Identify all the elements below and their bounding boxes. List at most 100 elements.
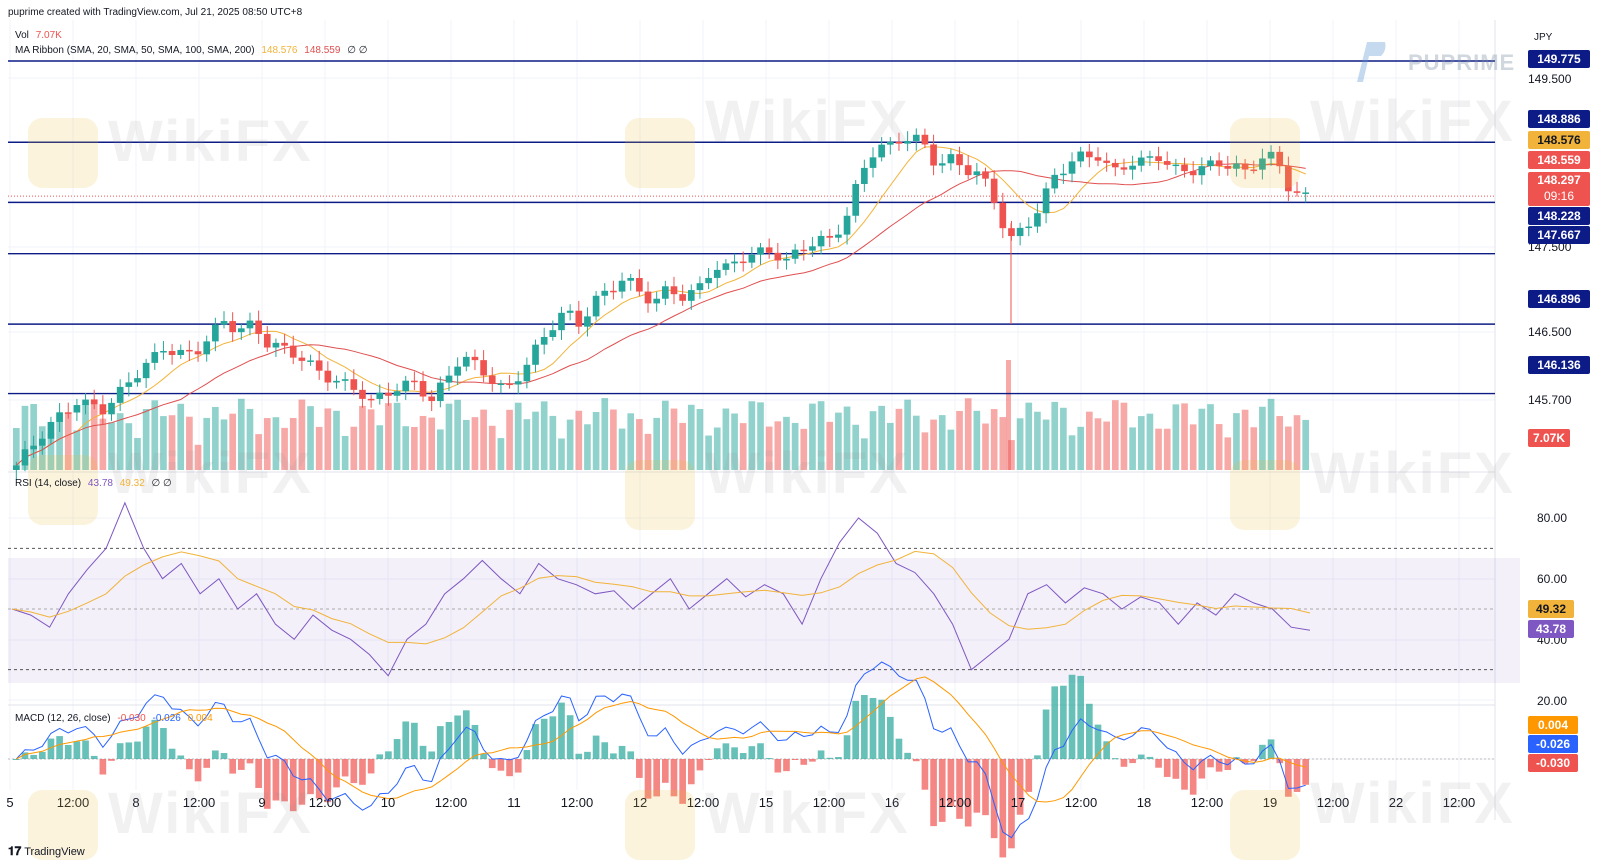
- volume-bar: [419, 415, 427, 470]
- tradingview-logo[interactable]: 𝟏𝟕 TradingView: [8, 844, 85, 858]
- candle: [298, 357, 306, 361]
- macd-histogram-bar: [999, 759, 1007, 858]
- candle: [1137, 157, 1145, 166]
- rsi-legend[interactable]: RSI (14, close) 43.78 49.32 ∅ ∅: [15, 478, 176, 489]
- candle: [765, 247, 773, 253]
- candle: [947, 154, 955, 164]
- candle: [912, 134, 920, 141]
- volume-bar: [488, 425, 496, 470]
- macd-histogram-bar: [644, 759, 652, 799]
- macd-histogram-bar: [21, 752, 29, 759]
- volume-price-label: 7.07K: [1528, 429, 1570, 447]
- time-tick: 12:00: [687, 795, 720, 810]
- macd-histogram-bar: [514, 759, 522, 773]
- volume-bar: [385, 403, 392, 470]
- candle: [601, 290, 609, 296]
- candle: [506, 383, 513, 386]
- volume-bar: [964, 398, 972, 470]
- time-tick: 12:00: [1191, 795, 1224, 810]
- volume-bar: [64, 412, 72, 470]
- rsi-signal-line: [11, 550, 1311, 645]
- candle: [437, 382, 444, 402]
- ma-ribbon-legend[interactable]: MA Ribbon (SMA, 20, SMA, 50, SMA, 100, S…: [15, 45, 371, 56]
- candle: [1051, 174, 1059, 189]
- macd-histogram-bar: [64, 744, 72, 759]
- volume-bar: [90, 399, 98, 470]
- candle: [462, 356, 470, 367]
- macd-histogram-bar: [376, 754, 384, 759]
- volume-bar: [402, 426, 410, 470]
- volume-bar: [341, 435, 349, 470]
- candle: [886, 141, 894, 145]
- time-tick: 16: [885, 795, 899, 810]
- macd-histogram-bar: [263, 759, 271, 809]
- macd-histogram-bar: [255, 759, 262, 788]
- macd-histogram-bar: [705, 759, 712, 760]
- macd-histogram-bar: [679, 759, 686, 804]
- macd-legend[interactable]: MACD (12, 26, close) -0.030 -0.026 0.004: [15, 713, 217, 724]
- volume-bar: [497, 438, 505, 470]
- volume-bar: [886, 422, 894, 470]
- macd-histogram-bar: [817, 750, 825, 759]
- candle: [999, 202, 1007, 229]
- candle: [610, 290, 617, 293]
- candle: [315, 360, 323, 371]
- macd-histogram-bar: [532, 724, 539, 759]
- volume-bar: [765, 426, 773, 470]
- volume-bar: [1137, 416, 1145, 470]
- volume-bar: [1034, 411, 1041, 470]
- rsi-tick: 20.00: [1537, 694, 1568, 708]
- candle: [488, 375, 496, 384]
- macd-histogram-bar: [1137, 754, 1145, 759]
- candle: [419, 381, 427, 397]
- volume-bar: [895, 408, 903, 470]
- candle: [938, 163, 946, 166]
- volume-bar: [411, 426, 418, 470]
- macd-histogram-bar: [540, 718, 548, 759]
- candle: [272, 342, 280, 348]
- volume-bar: [1146, 413, 1154, 470]
- volume-bar: [731, 413, 738, 470]
- candle: [636, 277, 643, 292]
- volume-bar: [177, 403, 185, 470]
- macd-histogram-bar: [713, 748, 721, 759]
- candle: [1259, 158, 1266, 170]
- candle: [739, 261, 747, 264]
- macd-histogram-bar: [367, 759, 375, 774]
- volume-bar: [757, 402, 764, 470]
- puprime-logo-icon: [1357, 42, 1386, 82]
- volume-bar: [636, 419, 643, 470]
- candle: [1267, 151, 1275, 159]
- candle: [835, 234, 842, 238]
- macd-histogram-bar: [82, 740, 89, 759]
- candle: [1189, 171, 1197, 176]
- candle: [627, 277, 635, 281]
- candle: [558, 312, 565, 331]
- candle: [722, 263, 730, 270]
- volume-bar: [791, 422, 799, 470]
- candle: [1025, 226, 1033, 229]
- level-label: 147.667: [1528, 226, 1590, 244]
- volume-bar: [722, 408, 730, 470]
- macd-histogram-bar: [584, 751, 591, 759]
- candle: [134, 378, 141, 383]
- volume-bar: [359, 405, 366, 470]
- volume-bar: [289, 417, 297, 470]
- volume-bar: [194, 444, 202, 470]
- candle: [186, 349, 193, 352]
- macd-histogram-bar: [445, 721, 453, 759]
- macd-histogram-bar: [437, 726, 444, 759]
- volume-legend[interactable]: Vol 7.07K: [15, 30, 66, 41]
- candle: [151, 352, 159, 363]
- volume-bar: [938, 415, 946, 470]
- volume-bar: [333, 410, 340, 470]
- volume-bar: [575, 410, 583, 470]
- volume-bar: [748, 401, 756, 470]
- candle: [748, 254, 756, 263]
- candle: [1215, 160, 1223, 166]
- volume-bar: [1293, 415, 1301, 470]
- macd-histogram-bar: [177, 755, 185, 759]
- candle: [990, 178, 998, 203]
- volume-bar: [566, 419, 574, 470]
- candle: [411, 380, 418, 383]
